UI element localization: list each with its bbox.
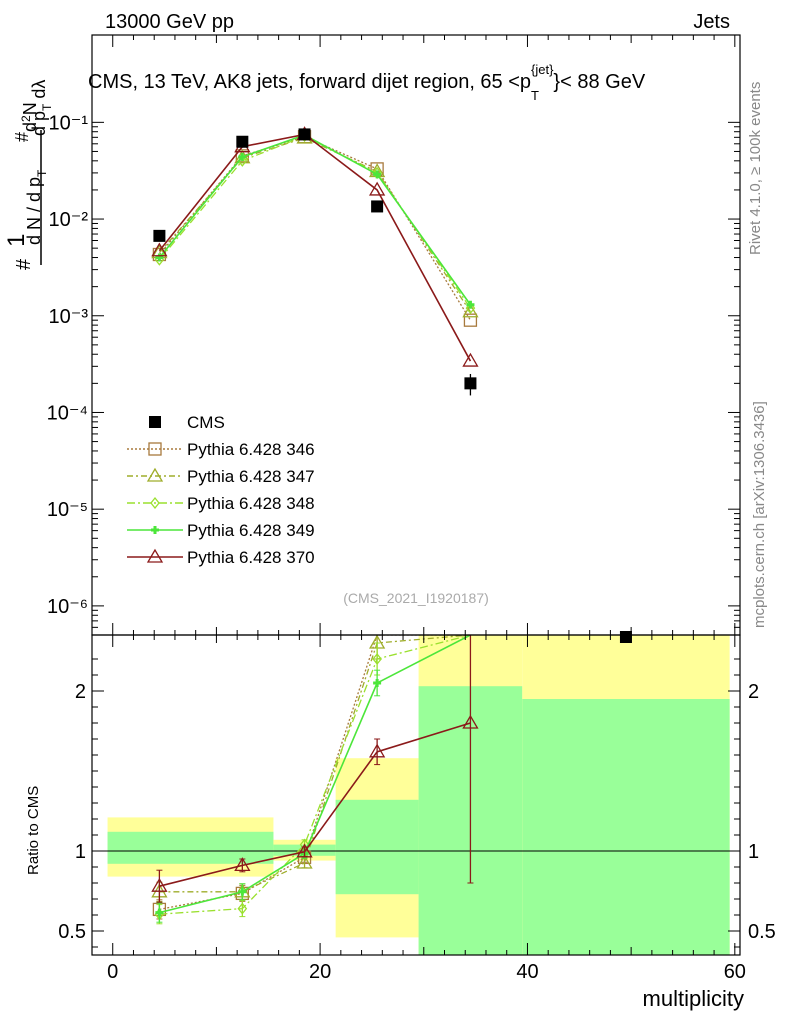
data-point-1 — [236, 135, 249, 148]
ratio-marker-3-1 — [238, 887, 247, 896]
main-marker-4-3 — [368, 181, 386, 196]
rivet-version-label: Rivet 4.1.0, ≥ 100k events — [747, 82, 764, 255]
main-frame — [91, 34, 741, 636]
ratio-marker-4-2 — [296, 843, 313, 858]
x-tick-label-1: 20 — [309, 961, 331, 983]
svg-text:#1: #1 — [3, 234, 35, 270]
ratio-plot-series — [151, 634, 479, 925]
main-line-4 — [158, 133, 472, 362]
ratio-marker-4-1 — [234, 857, 251, 872]
svg-text:#: # — [12, 132, 32, 142]
main-marker-4-4 — [462, 352, 479, 367]
legend-marker-1 — [146, 467, 164, 482]
main-line-1 — [158, 137, 471, 313]
ratio-uncertainty-bands — [107, 635, 730, 955]
ratio-y-tick-label-1: 1 — [75, 841, 86, 863]
ratio-y-axis-label: Ratio to CMS — [25, 786, 42, 875]
ratio-marker-1-2 — [296, 854, 313, 869]
main-plot-series — [151, 126, 479, 367]
chart-title-tail: }< 88 GeV — [553, 71, 645, 93]
chart-title-sup: {jet} — [531, 62, 554, 77]
main-y-axis-label: #1 d N / d pT # d2N d pT dλ — [3, 80, 54, 270]
main-line-2 — [158, 135, 471, 309]
main-y-tick-label-3: 10⁻³ — [49, 306, 89, 328]
band-green-2 — [335, 799, 419, 895]
main-y-tick-label-5: 10⁻⁵ — [47, 499, 88, 521]
main-marker-3-3 — [373, 170, 382, 179]
ratio-marker-2-3 — [372, 652, 382, 666]
analysis-id-label: (CMS_2021_I1920187) — [343, 590, 489, 606]
data-point-0 — [153, 229, 166, 242]
chart-title-main: CMS, 13 TeV, AK8 jets, forward dijet reg… — [88, 71, 531, 93]
band-green-4 — [522, 699, 730, 955]
band-green-0 — [107, 831, 274, 864]
ratio-y-tick-label-right-2: 2 — [748, 681, 759, 703]
x-tick-label-2: 40 — [516, 961, 538, 983]
svg-text:d N / d pT: d N / d pT — [24, 169, 49, 245]
ratio-marker-4-0 — [151, 877, 168, 892]
legend-marker-4 — [146, 548, 164, 563]
ratio-marker-3-0 — [155, 908, 164, 917]
main-line-0 — [158, 136, 471, 321]
data-outlier-marker — [619, 631, 632, 643]
main-marker-0-4 — [463, 313, 478, 327]
chart-title-sub: T — [531, 88, 539, 103]
legend-marker-2 — [150, 496, 160, 510]
plot-axes: 0 20 40 60 10⁻¹ 10⁻² 10⁻³ 10⁻⁴ 10⁻⁵ 10⁻⁶ 0.5 0.5 1 1 2… — [47, 34, 776, 983]
x-axis-label: multiplicity — [643, 986, 744, 1011]
ratio-marker-2-1 — [237, 902, 248, 915]
data-point-4 — [464, 377, 477, 390]
main-marker-4-0 — [151, 242, 168, 257]
x-tick-label-0: 0 — [107, 961, 118, 983]
main-y-tick-label-6: 10⁻⁶ — [47, 596, 88, 618]
legend-label-0: Pythia 6.428 346 — [187, 440, 315, 459]
ratio-marker-4-4 — [462, 714, 479, 729]
main-line-3 — [158, 134, 472, 306]
main-marker-2-4 — [465, 302, 476, 315]
main-y-tick-label-1: 10⁻¹ — [49, 112, 89, 134]
legend-label-cms: CMS — [187, 413, 225, 432]
legend-marker-0 — [148, 442, 162, 456]
ratio-frame — [91, 634, 741, 956]
x-tick-label-3: 60 — [724, 961, 746, 983]
ratio-y-tick-label-2: 2 — [75, 681, 86, 703]
main-marker-3-1 — [238, 152, 247, 161]
main-marker-3-4 — [466, 300, 475, 309]
legend-label-4: Pythia 6.428 370 — [187, 548, 315, 567]
main-y-tick-label-2: 10⁻² — [49, 209, 89, 231]
ratio-y-tick-label-right-1: 1 — [748, 841, 759, 863]
header-jets-label: Jets — [693, 11, 730, 33]
ratio-marker-4-3 — [368, 743, 386, 758]
header-energy-label: 13000 GeV pp — [105, 11, 234, 33]
ratio-y-tick-label-right-0: 0.5 — [748, 921, 776, 943]
svg-text:d2N: d2N — [19, 102, 40, 132]
ratio-marker-3-3 — [373, 679, 382, 687]
main-marker-1-4 — [462, 303, 479, 318]
legend-marker-cms — [149, 416, 161, 428]
mcplots-label: mcplots.cern.ch [arXiv:1306.3436] — [751, 401, 768, 628]
legend-label-1: Pythia 6.428 347 — [187, 467, 315, 486]
main-data-points — [153, 128, 632, 643]
legend-label-3: Pythia 6.428 349 — [187, 521, 315, 540]
main-y-tick-label-4: 10⁻⁴ — [47, 402, 88, 424]
legend-marker-3 — [151, 526, 159, 534]
legend-label-2: Pythia 6.428 348 — [187, 494, 315, 513]
ratio-y-tick-label-0: 0.5 — [58, 921, 86, 943]
data-point-3 — [371, 200, 384, 213]
data-point-2 — [298, 128, 311, 141]
legend: CMS Pythia 6.428 346 Pythia 6.428 347 Pythi… — [127, 413, 315, 567]
chart-title: CMS, 13 TeV, AK8 jets, forward dijet reg… — [88, 62, 646, 103]
main-marker-3-0 — [155, 253, 164, 262]
